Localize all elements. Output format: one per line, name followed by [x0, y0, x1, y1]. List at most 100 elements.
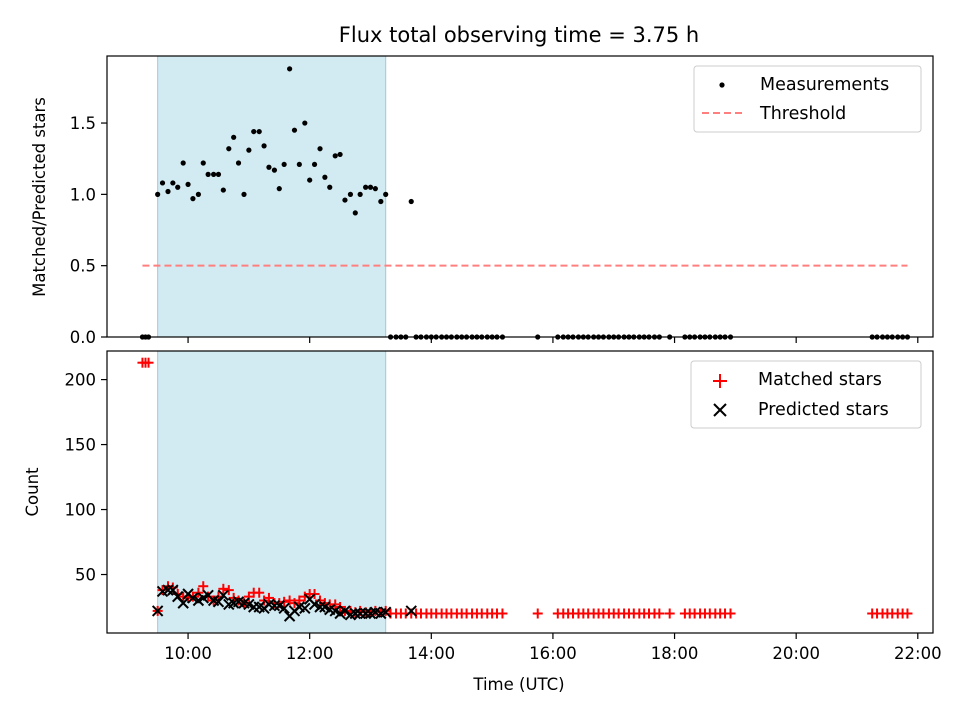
measurement-point — [367, 184, 374, 190]
matched-stars-point — [254, 587, 265, 598]
measurement-point — [307, 177, 313, 183]
x-tick-label: 14:00 — [408, 644, 456, 663]
bottom-axes-frame — [106, 350, 934, 634]
bottom-y-axis-label: Count — [23, 467, 42, 517]
matched-stars-point — [309, 589, 320, 600]
matched-stars-point — [497, 608, 508, 619]
measurement-point — [327, 184, 333, 190]
matched-stars-point — [143, 357, 154, 368]
predicted-stars-point — [314, 601, 326, 613]
matched-stars-legend-marker — [713, 374, 727, 388]
measurement-point — [215, 171, 222, 177]
y-tick-label: 50 — [75, 566, 96, 585]
measurement-point — [296, 161, 302, 168]
y-tick-label: 1.5 — [70, 114, 96, 133]
predicted-stars-point — [349, 607, 361, 620]
top-axes-frame — [106, 55, 934, 338]
measurement-point — [347, 191, 354, 197]
measurement-point — [342, 197, 348, 203]
matched-stars-point — [664, 608, 675, 619]
predicted-stars-series — [151, 584, 417, 622]
y-tick-label: 0.5 — [70, 257, 96, 276]
predicted-stars-point — [299, 602, 311, 615]
matched-stars-point — [218, 583, 229, 594]
predicted-stars-point — [212, 596, 225, 608]
measurement-point — [241, 191, 247, 197]
measurement-point — [266, 164, 272, 170]
top-y-ticks: 0.0 0.5 1.0 1.5 — [70, 114, 107, 347]
measurement-point — [383, 191, 389, 197]
measurement-point — [332, 153, 338, 159]
measurement-point — [357, 191, 363, 197]
measurement-point — [317, 146, 323, 152]
measurements-legend-label: Measurements — [760, 75, 889, 95]
x-tick-label: 16:00 — [529, 644, 577, 663]
measurement-point — [378, 198, 384, 205]
matched-stars-point — [902, 608, 913, 619]
predicted-stars-point — [405, 605, 417, 617]
bottom-panel: 50 100 150 200 10:00 12:00 14:00 16:00 18:00 20:… — [23, 350, 942, 694]
measurement-point — [200, 160, 206, 166]
predicted-stars-point — [151, 605, 164, 617]
measurement-point — [276, 186, 282, 192]
measurement-point — [287, 66, 293, 72]
measurement-point — [226, 146, 232, 152]
measurement-point — [185, 181, 191, 187]
predicted-stars-point — [177, 597, 189, 609]
predicted-stars-point — [339, 605, 351, 617]
x-tick-label: 22:00 — [894, 644, 942, 663]
y-tick-label: 150 — [65, 436, 97, 455]
measurement-point — [408, 198, 414, 205]
y-tick-label: 100 — [65, 501, 97, 520]
measurement-point — [165, 188, 171, 195]
x-tick-label: 18:00 — [651, 644, 699, 663]
predicted-stars-point — [162, 584, 174, 596]
x-tick-label: 10:00 — [164, 644, 212, 663]
y-tick-label: 0.0 — [70, 328, 96, 347]
top-panel: 0.0 0.5 1.0 1.5 Flux total observing time =… — [30, 23, 934, 347]
measurement-point — [363, 184, 369, 190]
x-axis-label: Time (UTC) — [472, 675, 564, 694]
measurement-point — [291, 127, 298, 133]
bottom-legend-box — [690, 360, 922, 429]
predicted-stars-point — [167, 584, 179, 596]
y-tick-label: 1.0 — [70, 185, 96, 204]
measurement-point — [311, 161, 318, 168]
matched-stars-point — [654, 608, 665, 619]
top-legend-box — [693, 65, 922, 133]
measurement-point — [337, 151, 343, 158]
x-tick-label: 12:00 — [286, 644, 334, 663]
measurement-point — [322, 174, 328, 180]
measurement-point — [251, 128, 257, 135]
top-y-axis-label: Matched/Predicted stars — [30, 97, 49, 297]
measurement-point — [235, 160, 242, 166]
measurement-point — [261, 143, 267, 149]
measurement-point — [231, 134, 237, 140]
predicted-stars-point — [379, 606, 392, 618]
matched-stars-point — [193, 587, 204, 598]
measurement-point — [155, 191, 161, 197]
top-x-ticks — [187, 337, 919, 343]
predicted-stars-point — [217, 589, 230, 602]
predicted-stars-point — [278, 602, 290, 615]
predicted-stars-point — [268, 600, 281, 612]
measurement-point — [352, 210, 358, 216]
measurements-legend-marker — [719, 82, 725, 88]
measurement-point — [211, 171, 217, 177]
bottom-x-ticks: 10:00 12:00 14:00 16:00 18:00 20:00 22:00 — [164, 633, 942, 663]
measurement-point — [256, 128, 262, 135]
measurement-point — [302, 120, 308, 126]
y-tick-label: 200 — [65, 371, 97, 390]
measurement-point — [190, 196, 196, 202]
x-tick-label: 20:00 — [772, 644, 820, 663]
matched-stars-point — [198, 581, 209, 592]
predicted-stars-legend-label: Predicted stars — [758, 400, 889, 420]
measurement-point — [195, 191, 201, 197]
measurement-point — [170, 180, 176, 186]
measurement-point — [180, 160, 186, 166]
matched-stars-legend-label: Matched stars — [758, 370, 882, 390]
measurement-point — [246, 147, 252, 153]
top-chart-title: Flux total observing time = 3.75 h — [339, 23, 699, 47]
matched-stars-series — [137, 357, 913, 619]
matched-stars-point — [223, 585, 234, 596]
